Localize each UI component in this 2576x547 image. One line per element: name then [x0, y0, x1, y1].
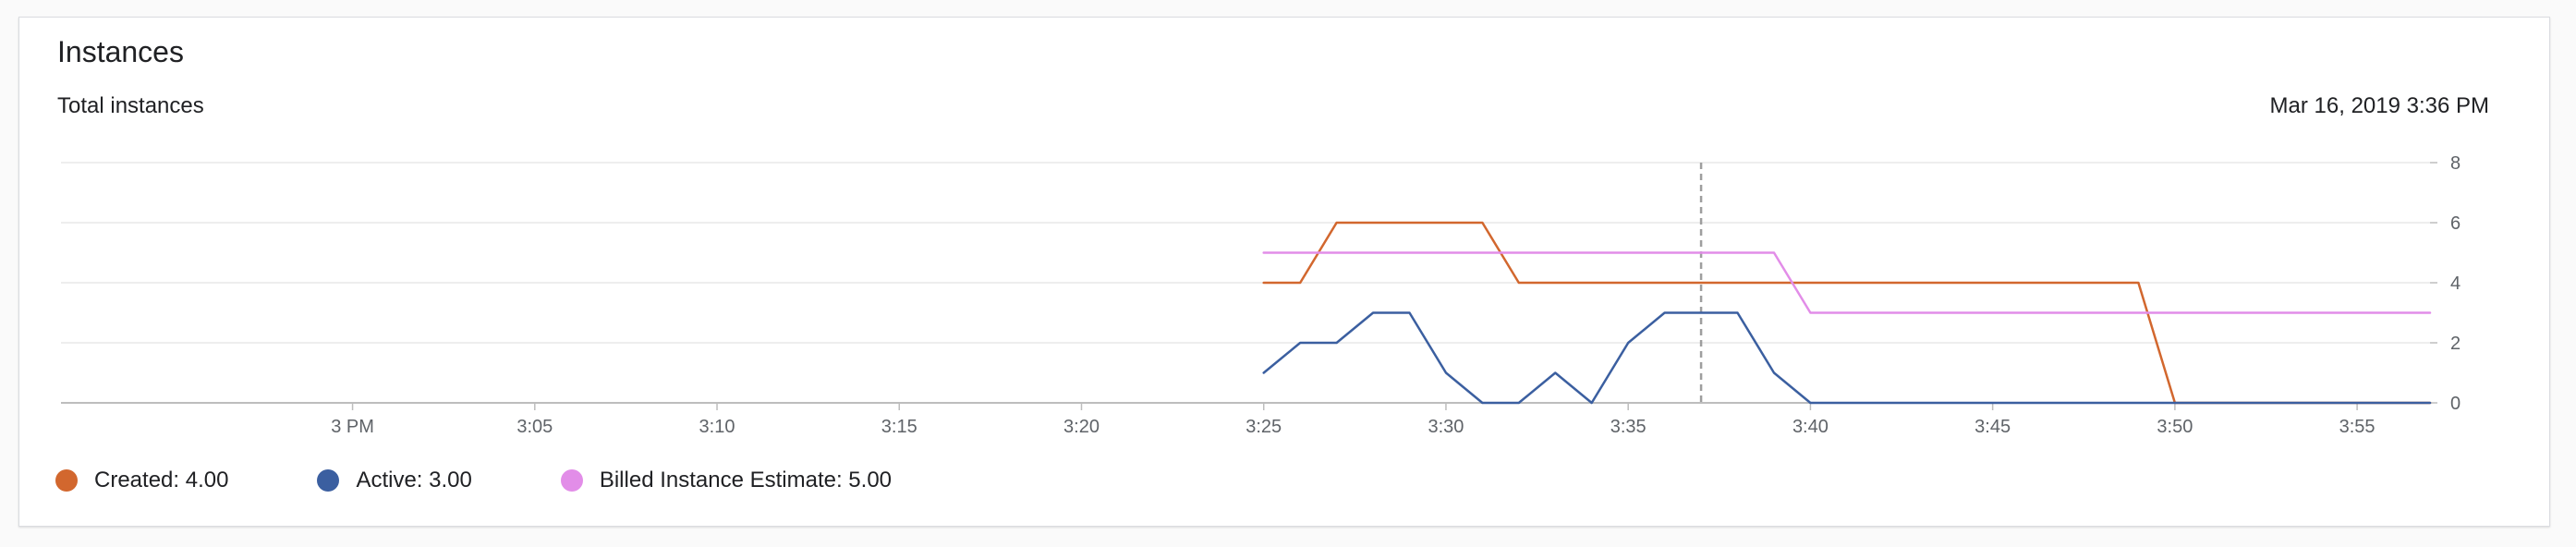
cursor-timestamp: Mar 16, 2019 3:36 PM — [2269, 93, 2489, 118]
series-line-active[interactable] — [1262, 311, 2432, 405]
x-tick-labels: 3 PM 3:05 3:10 3:15 3:20 3:25 3:30 3:35 3:40 3:45… — [331, 417, 2375, 437]
x-tick-label: 3:40 — [1792, 417, 1829, 437]
x-tick-label: 3:45 — [1975, 417, 2011, 437]
x-tick-label: 3:20 — [1063, 417, 1100, 437]
chart-subtitle: Total instances — [57, 93, 204, 118]
x-tick-label: 3:55 — [2339, 417, 2376, 437]
x-tick-label: 3:25 — [1245, 417, 1282, 437]
x-tick-label: 3 PM — [331, 417, 374, 437]
legend-label-billed-instance-estimate: Billed Instance Estimate: 5.00 — [599, 468, 893, 492]
x-tick-label: 3:35 — [1610, 417, 1646, 437]
grid-lines — [61, 162, 2437, 410]
card-title: Instances — [57, 35, 184, 68]
y-tick-label-6: 6 — [2450, 213, 2461, 234]
chart-legend: Created: 4.00 Active: 3.00 Billed Instan… — [55, 464, 980, 497]
active-color-dot — [317, 469, 340, 492]
legend-item-created[interactable]: Created: 4.00 — [55, 468, 228, 493]
x-tick-label: 3:50 — [2157, 417, 2193, 437]
created-color-dot — [55, 469, 78, 492]
x-tick-label: 3:15 — [881, 417, 917, 437]
legend-item-active[interactable]: Active: 3.00 — [317, 468, 472, 493]
instances-card — [18, 17, 2550, 527]
legend-label-created: Created: 4.00 — [94, 468, 229, 492]
y-tick-label-4: 4 — [2450, 274, 2461, 294]
billed-instance-estimate-color-dot — [560, 469, 583, 492]
y-tick-label-8: 8 — [2450, 153, 2461, 174]
y-tick-label-0: 0 — [2450, 394, 2461, 414]
y-tick-labels: 0 2 4 6 8 — [2450, 153, 2461, 414]
x-tick-label: 3:05 — [516, 417, 553, 437]
legend-item-billed-instance-estimate[interactable]: Billed Instance Estimate: 5.00 — [560, 468, 893, 493]
series-lines — [1262, 221, 2432, 405]
x-tick-label: 3:30 — [1428, 417, 1464, 437]
legend-label-active: Active: 3.00 — [356, 468, 472, 492]
x-tick-label: 3:10 — [699, 417, 735, 437]
series-line-billed-instance-estimate[interactable] — [1262, 251, 2432, 314]
y-tick-label-2: 2 — [2450, 334, 2461, 354]
